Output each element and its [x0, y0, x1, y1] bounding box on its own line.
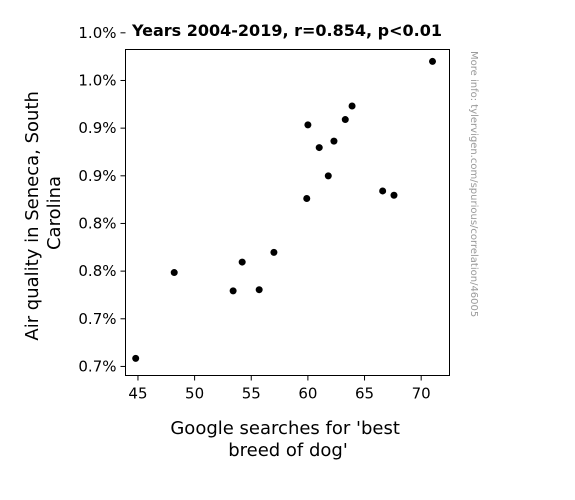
x-axis-label-line-1: Google searches for 'best — [170, 418, 400, 439]
source-note: More info: tylervigen.com/spurious/corre… — [468, 51, 479, 317]
y-tick-label: 0.9% — [78, 167, 116, 185]
x-tick-label: 55 — [242, 385, 261, 403]
data-point — [315, 144, 323, 152]
data-point — [341, 116, 349, 124]
y-tick-label: 0.8% — [78, 262, 116, 280]
y-axis: 0.7% 0.7% 0.8% 0.8% 0.9% 0.9% 1.0% 1.0% — [78, 24, 126, 375]
plot-area: 45 50 55 60 65 70 0.7% 0.7% 0.8% 0.8% 0.9% 0.9% 1.0… — [78, 24, 450, 403]
data-point — [429, 57, 437, 65]
data-point — [270, 248, 278, 256]
data-point — [348, 102, 356, 110]
data-point — [390, 191, 398, 199]
data-point — [170, 269, 178, 277]
y-axis-label: Air quality in Seneca, South Carolina — [22, 85, 65, 340]
chart-title: Years 2004-2019, r=0.854, p<0.01 — [131, 21, 442, 40]
x-tick-label: 50 — [185, 385, 204, 403]
data-point — [303, 194, 311, 202]
data-point — [238, 258, 246, 266]
data-point — [324, 172, 332, 180]
y-axis-label-line-2: Carolina — [44, 176, 65, 250]
data-point — [330, 137, 338, 145]
x-tick-label: 70 — [412, 385, 431, 403]
x-axis-label-line-2: breed of dog' — [228, 440, 348, 461]
data-point — [132, 354, 140, 362]
data-point — [229, 287, 237, 295]
y-tick-label: 1.0% — [78, 71, 116, 89]
x-tick-label: 45 — [128, 385, 147, 403]
data-points — [132, 57, 437, 362]
x-axis-label: Google searches for 'best breed of dog' — [170, 418, 405, 461]
y-tick-label: 1.0% — [78, 24, 116, 42]
x-tick-label: 65 — [355, 385, 374, 403]
y-tick-label: 0.7% — [78, 310, 116, 328]
plot-frame — [125, 49, 450, 376]
data-point — [379, 187, 387, 195]
data-point — [255, 286, 263, 294]
y-tick-label: 0.9% — [78, 119, 116, 137]
x-tick-label: 60 — [298, 385, 317, 403]
data-point — [304, 121, 312, 129]
y-tick-label: 0.7% — [78, 357, 116, 375]
y-axis-label-line-1: Air quality in Seneca, South — [22, 91, 43, 341]
x-axis: 45 50 55 60 65 70 — [128, 375, 431, 403]
y-tick-label: 0.8% — [78, 214, 116, 232]
